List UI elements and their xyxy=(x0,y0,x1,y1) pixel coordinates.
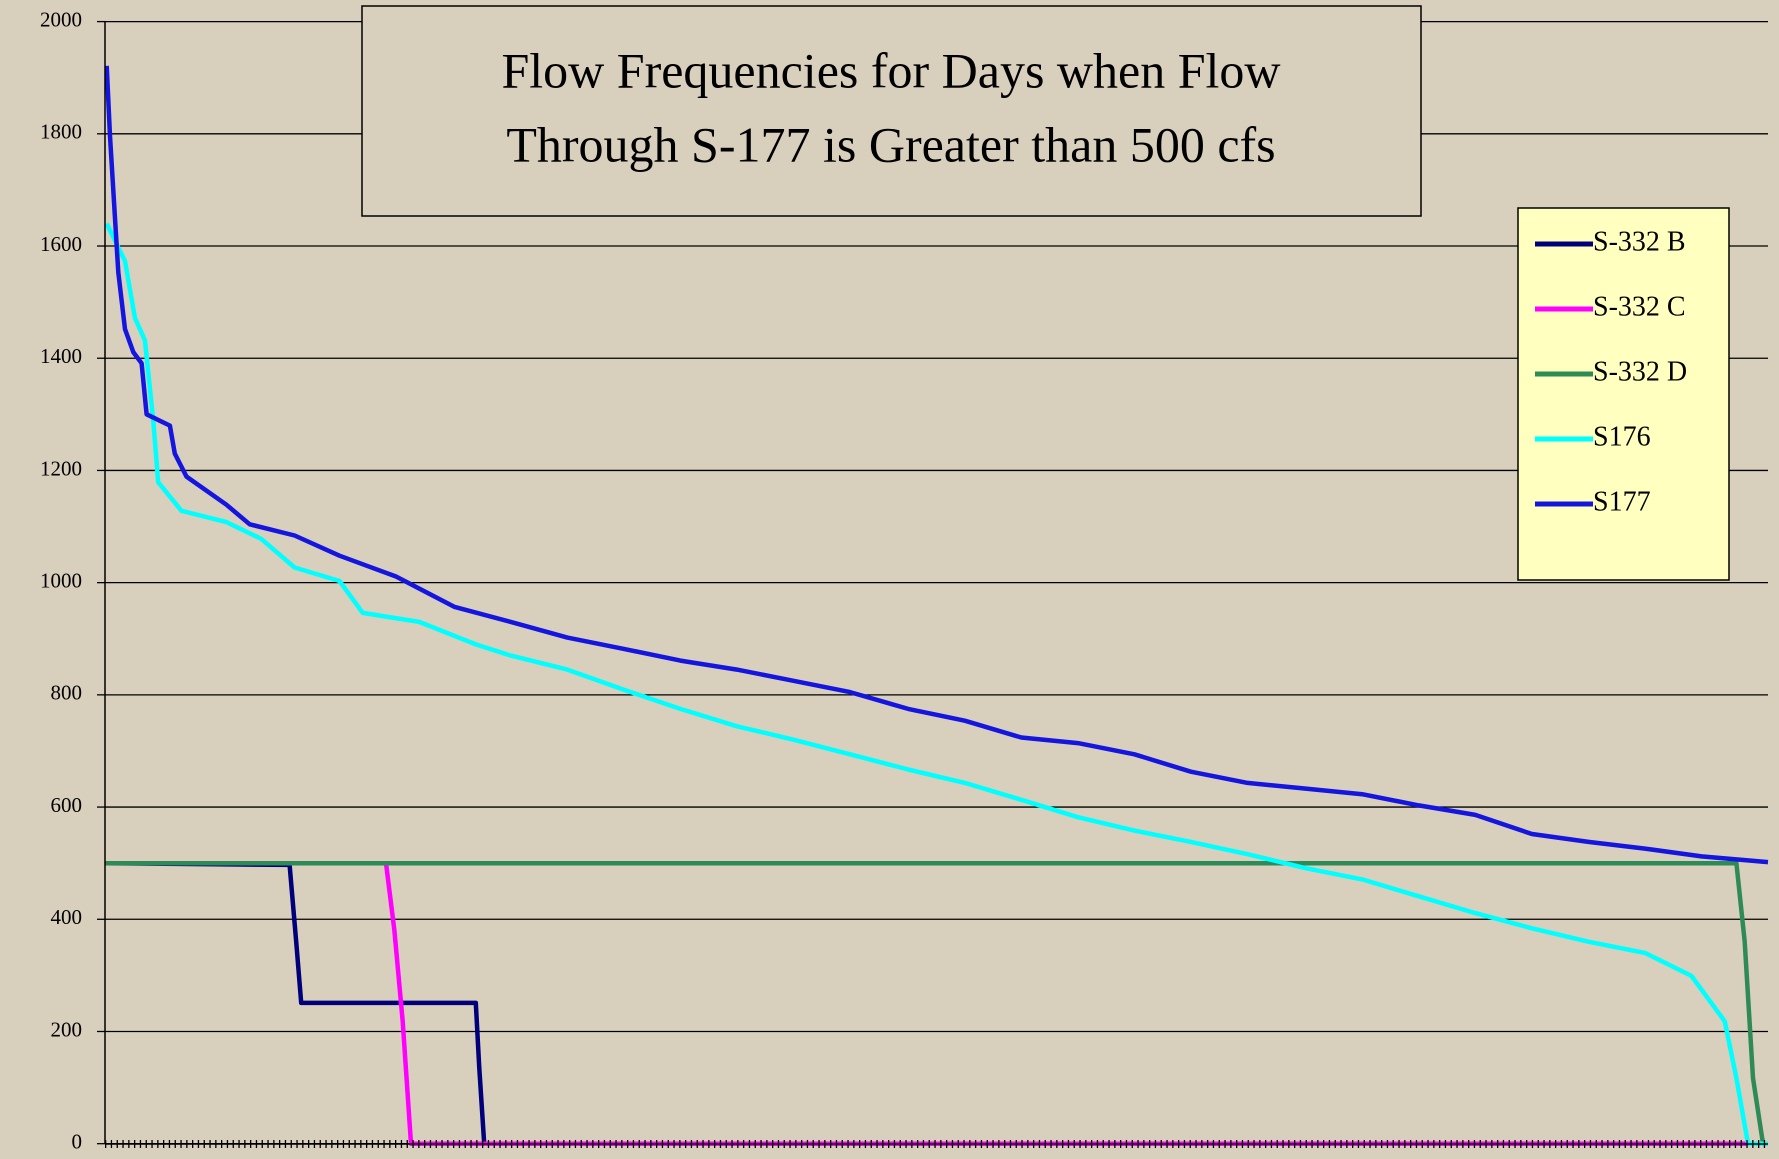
series-line xyxy=(104,65,1769,865)
legend-label: S-332 C xyxy=(1593,291,1686,322)
legend-label: S-332 D xyxy=(1593,356,1687,387)
legend-label: S176 xyxy=(1593,421,1651,452)
chart-title: Flow Frequencies for Days when Flow xyxy=(501,42,1280,98)
y-tick-label: 600 xyxy=(51,793,83,817)
chart-title: Through S-177 is Greater than 500 cfs xyxy=(506,116,1275,172)
title-box xyxy=(361,5,1422,217)
y-tick-label: 1400 xyxy=(40,344,82,368)
y-tick-label: 400 xyxy=(51,905,83,929)
legend-label: S-332 B xyxy=(1593,226,1686,257)
y-tick-label: 2000 xyxy=(40,7,82,31)
legend-label: S177 xyxy=(1593,486,1651,517)
series-line xyxy=(104,860,1768,1146)
y-tick-label: 1800 xyxy=(40,120,82,144)
legend-box xyxy=(1517,207,1730,581)
legend: S-332 B S-332 C S-332 D S176 S177 xyxy=(1517,207,1730,581)
y-tick-label: 1600 xyxy=(40,232,82,256)
y-tick-label: 0 xyxy=(72,1130,83,1154)
y-tick-label: 800 xyxy=(51,681,83,705)
y-tick-label: 200 xyxy=(51,1017,83,1041)
series-line xyxy=(104,222,1768,1146)
y-tick-label: 1200 xyxy=(40,456,82,480)
y-tick-label: 1000 xyxy=(40,568,82,592)
